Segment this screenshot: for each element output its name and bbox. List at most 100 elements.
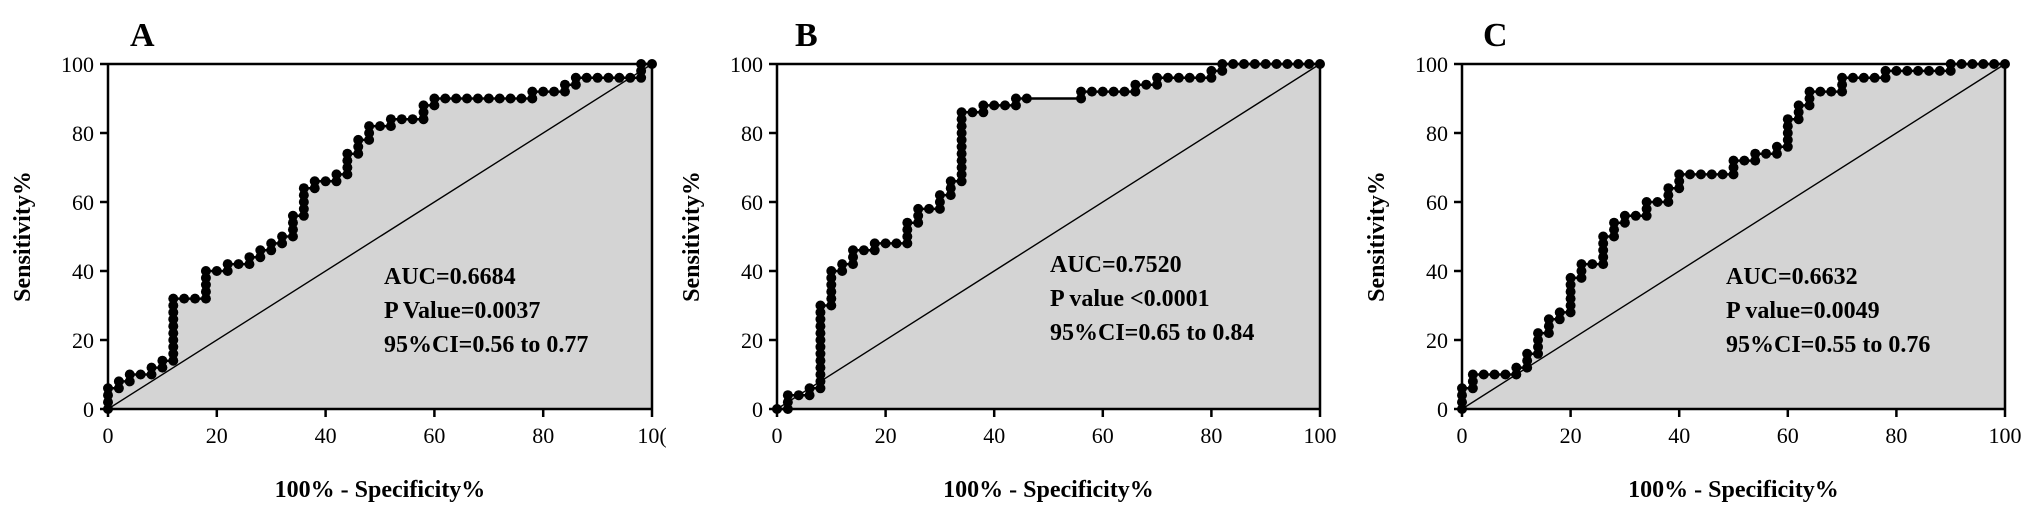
roc-point bbox=[1989, 59, 2000, 69]
roc-point bbox=[287, 217, 298, 228]
x-tick-label: 80 bbox=[1200, 423, 1222, 448]
roc-point bbox=[1522, 362, 1533, 373]
roc-point bbox=[1880, 72, 1891, 83]
roc-point bbox=[1598, 252, 1609, 263]
roc-point bbox=[407, 114, 418, 125]
roc-point bbox=[989, 100, 1000, 111]
roc-point bbox=[1902, 65, 1913, 76]
roc-point bbox=[1641, 210, 1652, 221]
roc-point bbox=[1130, 86, 1141, 97]
roc-point bbox=[353, 148, 364, 159]
roc-point bbox=[848, 252, 859, 263]
roc-point bbox=[880, 238, 891, 249]
roc-point bbox=[298, 183, 309, 194]
y-tick-label: 100 bbox=[730, 52, 763, 77]
roc-point bbox=[287, 231, 298, 242]
roc-point bbox=[956, 148, 967, 159]
roc-point bbox=[244, 259, 255, 270]
x-tick-label: 0 bbox=[772, 423, 783, 448]
roc-point bbox=[168, 328, 179, 339]
roc-point bbox=[1804, 100, 1815, 111]
roc-point bbox=[1554, 307, 1565, 318]
x-tick-label: 60 bbox=[423, 423, 445, 448]
roc-point bbox=[1728, 155, 1739, 166]
roc-point bbox=[1173, 72, 1184, 83]
roc-point bbox=[815, 314, 826, 325]
roc-point bbox=[1565, 279, 1576, 290]
roc-point bbox=[309, 176, 320, 187]
roc-point bbox=[956, 121, 967, 132]
roc-point bbox=[1598, 231, 1609, 242]
roc-point bbox=[1119, 86, 1130, 97]
roc-point bbox=[1021, 93, 1032, 104]
roc-point bbox=[298, 197, 309, 207]
roc-point bbox=[1511, 369, 1522, 380]
roc-point bbox=[956, 176, 967, 187]
roc-point bbox=[924, 203, 935, 214]
y-tick-label: 40 bbox=[72, 259, 94, 284]
roc-point bbox=[200, 279, 211, 290]
stats-annotation-line: P value <0.0001 bbox=[1050, 286, 1210, 312]
y-tick-label: 20 bbox=[72, 328, 94, 353]
y-tick-label: 20 bbox=[1426, 328, 1448, 353]
roc-point bbox=[342, 169, 353, 180]
roc-point bbox=[277, 231, 288, 242]
roc-point bbox=[1641, 203, 1652, 214]
y-axis-title: Sensitivity% bbox=[679, 171, 705, 302]
x-tick-label: 10( bbox=[637, 423, 666, 448]
roc-point bbox=[1837, 86, 1848, 97]
roc-point bbox=[462, 93, 473, 104]
y-tick-label: 60 bbox=[1426, 190, 1448, 215]
roc-point bbox=[1238, 59, 1249, 69]
roc-point bbox=[364, 121, 375, 132]
roc-point bbox=[1097, 86, 1108, 97]
roc-point bbox=[1086, 86, 1097, 97]
roc-point bbox=[200, 286, 211, 297]
stats-annotation-line: P value=0.0049 bbox=[1726, 298, 1880, 324]
stats-annotation-line: AUC=0.6632 bbox=[1726, 264, 1858, 290]
y-tick-label: 100 bbox=[1415, 52, 1448, 77]
roc-point bbox=[1782, 128, 1793, 138]
roc-point bbox=[266, 245, 277, 256]
roc-point bbox=[200, 293, 211, 304]
panel-label: A bbox=[130, 17, 155, 54]
roc-point bbox=[636, 59, 647, 69]
roc-point bbox=[1750, 148, 1761, 159]
roc-point bbox=[826, 272, 837, 283]
roc-point bbox=[418, 114, 429, 125]
y-tick-label: 80 bbox=[1426, 121, 1448, 146]
roc-point bbox=[168, 300, 179, 311]
roc-point bbox=[647, 59, 657, 69]
roc-point bbox=[1630, 210, 1641, 221]
x-tick-label: 40 bbox=[315, 423, 337, 448]
roc-point bbox=[146, 362, 157, 373]
roc-point bbox=[1804, 86, 1815, 97]
roc-point bbox=[157, 362, 168, 373]
roc-point bbox=[505, 93, 516, 104]
roc-point bbox=[1010, 100, 1021, 111]
roc-point bbox=[298, 203, 309, 214]
roc-point bbox=[815, 307, 826, 318]
roc-point bbox=[869, 238, 880, 249]
roc-point bbox=[211, 266, 222, 276]
roc-point bbox=[1576, 272, 1587, 283]
roc-point bbox=[1293, 59, 1304, 69]
roc-point bbox=[1217, 65, 1228, 76]
roc-point bbox=[1598, 259, 1609, 270]
roc-point bbox=[913, 203, 924, 214]
roc-point bbox=[902, 224, 913, 235]
roc-point bbox=[516, 93, 527, 104]
roc-point bbox=[826, 300, 837, 311]
roc-point bbox=[1641, 197, 1652, 207]
roc-point bbox=[1685, 169, 1696, 180]
roc-point bbox=[1500, 369, 1511, 380]
x-tick-label: 60 bbox=[1092, 423, 1114, 448]
roc-point bbox=[1533, 328, 1544, 339]
roc-point bbox=[1576, 266, 1587, 276]
roc-point bbox=[168, 335, 179, 345]
roc-point bbox=[978, 107, 989, 118]
roc-point bbox=[1663, 190, 1674, 201]
roc-point bbox=[385, 114, 396, 125]
roc-point bbox=[1674, 176, 1685, 187]
roc-point bbox=[782, 390, 793, 401]
